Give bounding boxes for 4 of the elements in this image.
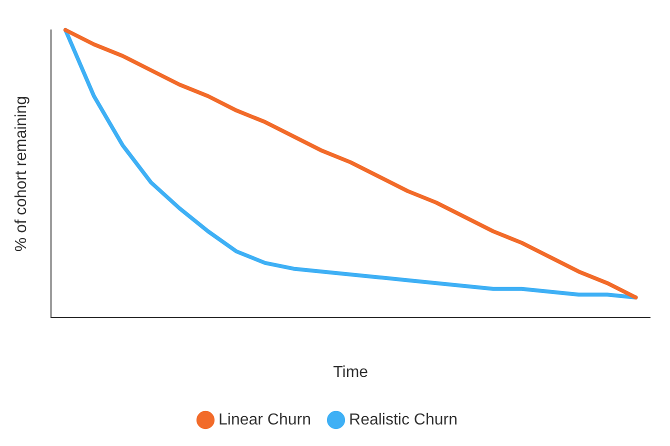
x-axis-title: Time [333, 364, 368, 381]
legend-label: Realistic Churn [349, 411, 458, 428]
y-axis-title: % of cohort remaining [13, 96, 30, 252]
legend-label: Linear Churn [218, 411, 312, 428]
